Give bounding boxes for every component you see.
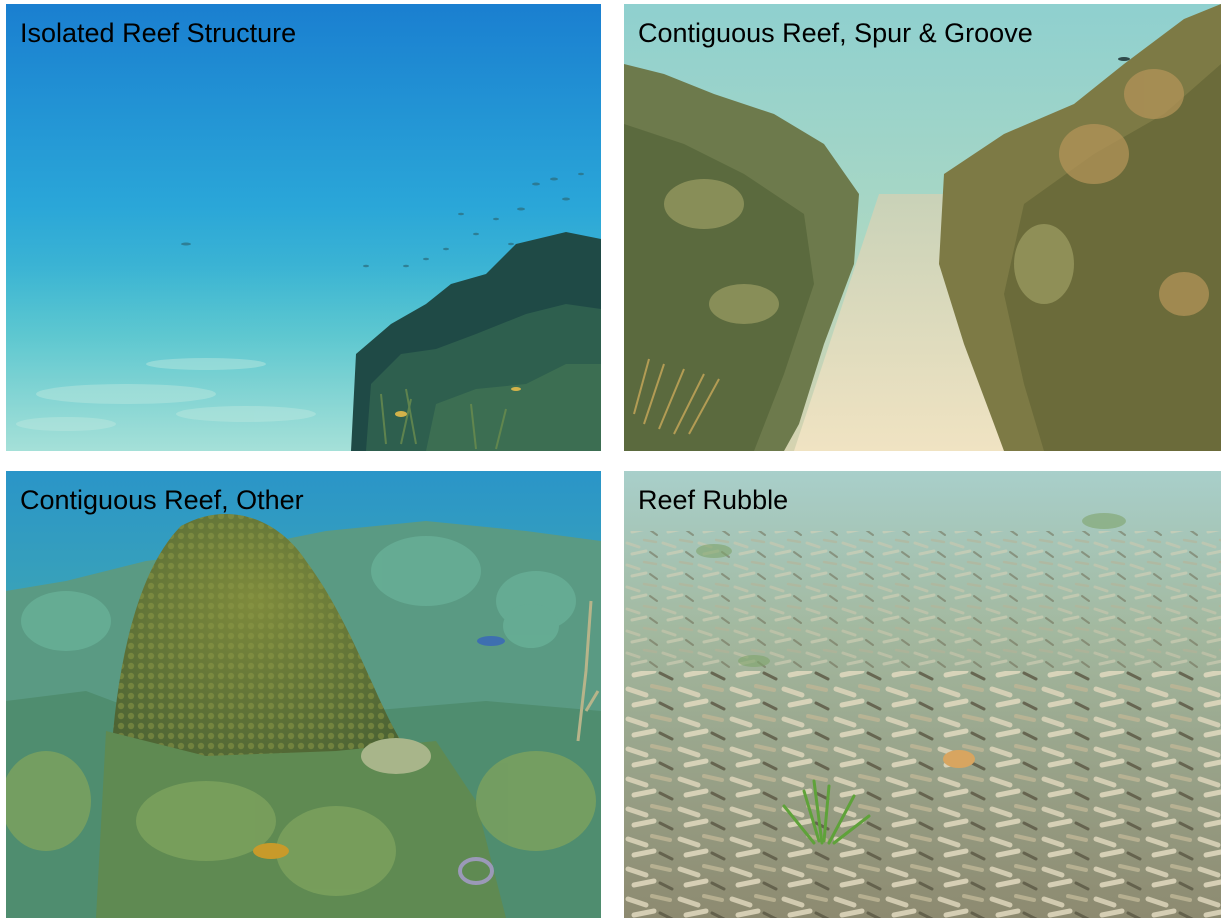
contiguous-reef-photo-image bbox=[6, 471, 601, 918]
spur-groove-photo-image bbox=[624, 4, 1221, 451]
photo-reef-rubble: Reef Rubble bbox=[624, 471, 1221, 918]
photo-contiguous-reef-other: Contiguous Reef, Other bbox=[6, 471, 601, 918]
isolated-reef-photo-image bbox=[6, 4, 601, 451]
photo-isolated-reef-structure: Isolated Reef Structure bbox=[6, 4, 601, 451]
caption-spur-and-groove: Contiguous Reef, Spur & Groove bbox=[638, 18, 1033, 48]
photo-spur-and-groove: Contiguous Reef, Spur & Groove bbox=[624, 4, 1221, 451]
caption-isolated-reef-structure: Isolated Reef Structure bbox=[20, 18, 297, 48]
reef-rubble-photo-image bbox=[624, 471, 1221, 918]
caption-reef-rubble: Reef Rubble bbox=[638, 485, 789, 515]
caption-contiguous-reef-other: Contiguous Reef, Other bbox=[20, 485, 304, 515]
